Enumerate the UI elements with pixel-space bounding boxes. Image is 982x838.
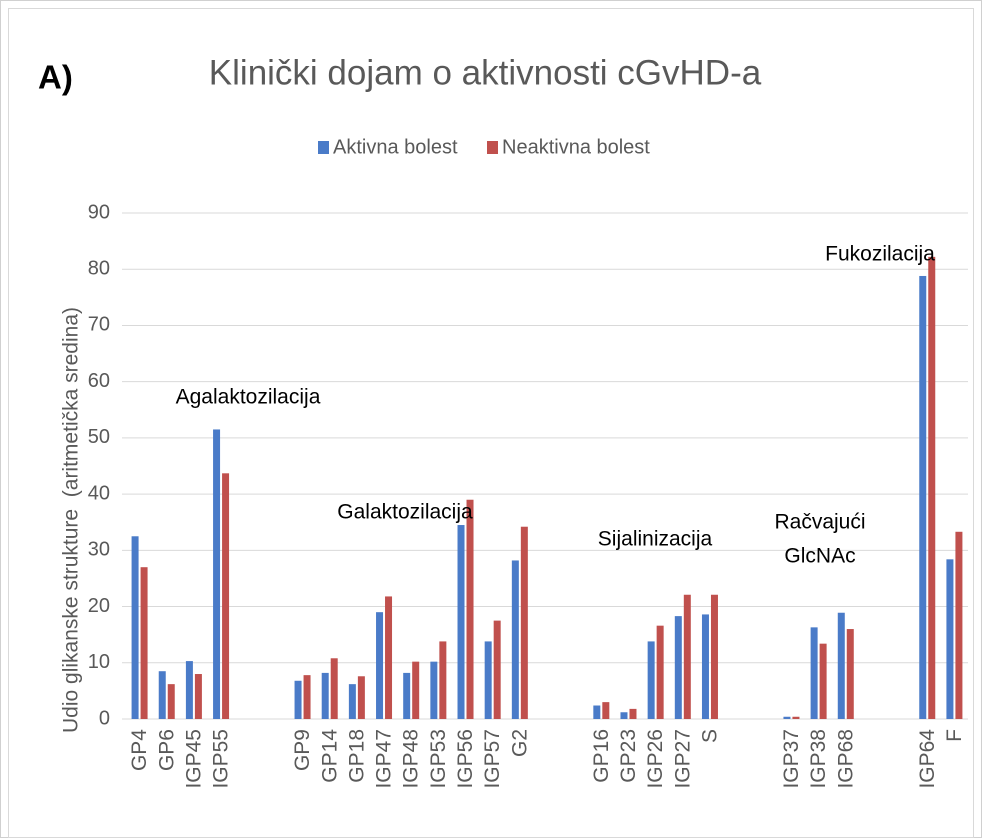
annotation: GlcNAc bbox=[784, 545, 855, 568]
x-tick-label: IGP38 bbox=[807, 729, 830, 789]
bar bbox=[792, 716, 800, 719]
bar bbox=[222, 473, 230, 719]
bar bbox=[810, 627, 818, 719]
y-tick-label: 40 bbox=[88, 482, 110, 504]
y-tick-label: 90 bbox=[88, 201, 110, 223]
annotation: Fukozilacija bbox=[825, 243, 935, 266]
legend-label: Aktivna bolest bbox=[333, 136, 458, 158]
bar bbox=[321, 672, 329, 719]
bar bbox=[846, 629, 854, 719]
annotation: Sijalinizacija bbox=[598, 528, 713, 551]
y-tick-label: 10 bbox=[88, 651, 110, 673]
bar bbox=[439, 641, 447, 719]
bar bbox=[629, 708, 637, 719]
bar bbox=[457, 525, 465, 719]
x-tick-label: F bbox=[943, 729, 966, 742]
bar bbox=[783, 716, 791, 719]
x-tick-label: IGP57 bbox=[481, 729, 504, 789]
bar bbox=[683, 594, 691, 719]
bar bbox=[376, 612, 384, 719]
bar bbox=[602, 702, 610, 719]
bar bbox=[185, 661, 193, 719]
x-tick-label: IGP47 bbox=[373, 729, 396, 789]
y-axis-label: Udio glikanske strukture (aritmetička sr… bbox=[60, 307, 83, 733]
legend-swatch bbox=[487, 141, 498, 154]
bar bbox=[593, 705, 601, 719]
bar bbox=[140, 567, 148, 719]
bar bbox=[484, 641, 492, 719]
annotation: Agalaktozilacija bbox=[176, 386, 321, 409]
bar bbox=[294, 680, 302, 719]
x-tick-label: GP18 bbox=[345, 729, 368, 783]
bar bbox=[946, 559, 954, 719]
bar bbox=[674, 616, 682, 719]
bar bbox=[837, 612, 845, 719]
x-tick-label: GP6 bbox=[155, 729, 178, 771]
x-tick-label: IGP45 bbox=[182, 729, 205, 789]
bar bbox=[412, 661, 420, 719]
annotation: Galaktozilacija bbox=[337, 501, 473, 524]
bar bbox=[955, 531, 963, 719]
y-tick-label: 70 bbox=[88, 314, 110, 336]
bar bbox=[158, 671, 166, 719]
x-tick-label: GP9 bbox=[291, 729, 314, 771]
x-tick-label: S bbox=[699, 729, 722, 743]
x-tick-label: IGP26 bbox=[644, 729, 667, 789]
bar bbox=[348, 684, 356, 719]
bar bbox=[493, 620, 501, 719]
x-tick-label: GP23 bbox=[617, 729, 640, 783]
x-tick-label: IGP37 bbox=[780, 729, 803, 789]
bar bbox=[511, 560, 519, 719]
x-tick-label: IGP64 bbox=[916, 729, 939, 789]
legend-label: Neaktivna bolest bbox=[502, 136, 650, 158]
bar bbox=[928, 256, 936, 719]
y-tick-label: 0 bbox=[99, 707, 110, 729]
bar bbox=[330, 658, 338, 719]
bar bbox=[303, 675, 311, 719]
bar bbox=[647, 641, 655, 719]
bar bbox=[430, 661, 438, 719]
legend-swatch bbox=[318, 141, 329, 154]
x-tick-label: GP16 bbox=[590, 729, 613, 783]
x-tick-label: G2 bbox=[508, 729, 531, 757]
x-tick-label: IGP56 bbox=[454, 729, 477, 789]
bar bbox=[131, 536, 139, 719]
y-tick-label: 80 bbox=[88, 258, 110, 280]
y-tick-label: 50 bbox=[88, 426, 110, 448]
bar bbox=[656, 625, 664, 719]
y-tick-label: 30 bbox=[88, 539, 110, 561]
bar bbox=[620, 712, 628, 719]
bar bbox=[167, 684, 175, 719]
bar bbox=[357, 676, 365, 719]
x-tick-label: GP14 bbox=[318, 729, 341, 783]
bar bbox=[919, 275, 927, 719]
bar bbox=[403, 672, 411, 719]
panel-label: A) bbox=[38, 59, 73, 96]
bar bbox=[213, 429, 221, 719]
x-tick-label: IGP48 bbox=[400, 729, 423, 789]
bar bbox=[701, 614, 709, 719]
x-tick-label: GP4 bbox=[128, 729, 151, 771]
y-tick-label: 20 bbox=[88, 595, 110, 617]
chart-title: Klinički dojam o aktivnosti cGvHD-a bbox=[209, 53, 762, 92]
annotation: Račvajući bbox=[774, 511, 865, 534]
bar bbox=[520, 526, 528, 719]
x-tick-label: IGP27 bbox=[671, 729, 694, 789]
bar bbox=[819, 643, 827, 719]
x-tick-label: IGP68 bbox=[834, 729, 857, 789]
bar bbox=[194, 674, 202, 719]
bar bbox=[466, 499, 474, 719]
x-tick-label: IGP55 bbox=[210, 729, 233, 789]
bar bbox=[710, 594, 718, 719]
bar bbox=[385, 596, 393, 719]
y-tick-label: 60 bbox=[88, 370, 110, 392]
x-tick-label: IGP53 bbox=[427, 729, 450, 789]
